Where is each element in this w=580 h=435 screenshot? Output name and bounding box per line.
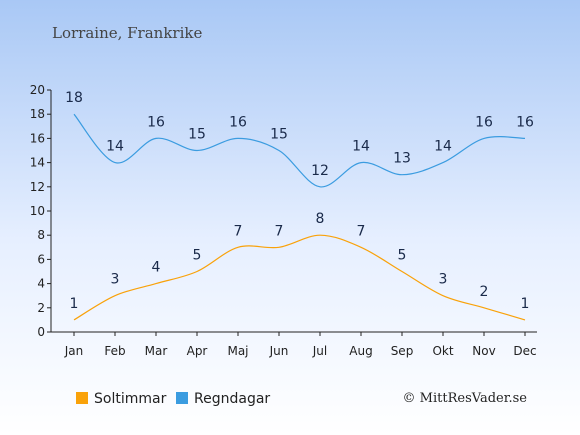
legend-label-regndagar: Regndagar xyxy=(194,391,270,407)
data-label-regndagar: 14 xyxy=(434,139,452,155)
data-label-soltimmar: 7 xyxy=(234,223,243,239)
data-label-regndagar: 13 xyxy=(393,151,411,167)
data-label-soltimmar: 4 xyxy=(152,260,161,276)
y-tick-label: 20 xyxy=(30,83,45,97)
data-label-regndagar: 12 xyxy=(311,163,329,179)
x-tick-label: Jun xyxy=(269,344,289,358)
y-tick-label: 6 xyxy=(37,252,45,266)
data-label-regndagar: 15 xyxy=(188,127,206,143)
x-tick-label: Dec xyxy=(513,344,536,358)
y-tick-label: 14 xyxy=(30,156,45,170)
data-label-soltimmar: 8 xyxy=(316,211,325,227)
data-label-regndagar: 14 xyxy=(352,139,370,155)
data-label-soltimmar: 2 xyxy=(480,284,489,300)
data-label-soltimmar: 7 xyxy=(357,223,366,239)
y-tick-label: 2 xyxy=(37,301,45,315)
x-tick-label: Sep xyxy=(391,344,414,358)
data-label-soltimmar: 1 xyxy=(70,296,79,312)
x-tick-label: Jan xyxy=(64,344,84,358)
data-label-soltimmar: 5 xyxy=(398,248,407,264)
series-line-regndagar xyxy=(73,113,526,188)
y-tick-label: 12 xyxy=(30,180,45,194)
data-label-regndagar: 16 xyxy=(229,114,247,130)
data-label-soltimmar: 3 xyxy=(439,272,448,288)
data-label-soltimmar: 7 xyxy=(275,223,284,239)
legend: Soltimmar Regndagar xyxy=(76,391,270,407)
x-tick-label: Aug xyxy=(349,344,372,358)
data-label-regndagar: 16 xyxy=(147,114,165,130)
y-tick-label: 8 xyxy=(37,228,45,242)
data-label-soltimmar: 1 xyxy=(521,296,530,312)
legend-swatch-regndagar xyxy=(176,392,188,404)
data-label-regndagar: 14 xyxy=(106,139,124,155)
y-tick-label: 16 xyxy=(30,131,45,145)
data-label-regndagar: 18 xyxy=(65,90,83,106)
chart-title: Lorraine, Frankrike xyxy=(52,24,202,42)
data-label-soltimmar: 5 xyxy=(193,248,202,264)
data-label-regndagar: 15 xyxy=(270,127,288,143)
legend-swatch-soltimmar xyxy=(76,392,88,404)
x-tick-label: Feb xyxy=(104,344,125,358)
y-tick-label: 4 xyxy=(37,277,45,291)
x-tick-label: Okt xyxy=(432,344,453,358)
data-label-regndagar: 16 xyxy=(516,114,534,130)
x-tick-label: Nov xyxy=(472,344,495,358)
series-line-soltimmar xyxy=(73,234,526,321)
data-label-soltimmar: 3 xyxy=(111,272,120,288)
x-tick-label: Apr xyxy=(187,344,208,358)
legend-label-soltimmar: Soltimmar xyxy=(94,391,167,407)
y-tick-label: 0 xyxy=(37,325,45,339)
x-tick-label: Maj xyxy=(227,344,248,358)
series-layer xyxy=(73,113,526,321)
y-tick-label: 10 xyxy=(30,204,45,218)
source-credit: © MittResVader.se xyxy=(403,391,528,406)
x-tick-label: Mar xyxy=(145,344,168,358)
x-tick-label: Jul xyxy=(312,344,327,358)
data-label-regndagar: 16 xyxy=(475,114,493,130)
y-tick-label: 18 xyxy=(30,107,45,121)
